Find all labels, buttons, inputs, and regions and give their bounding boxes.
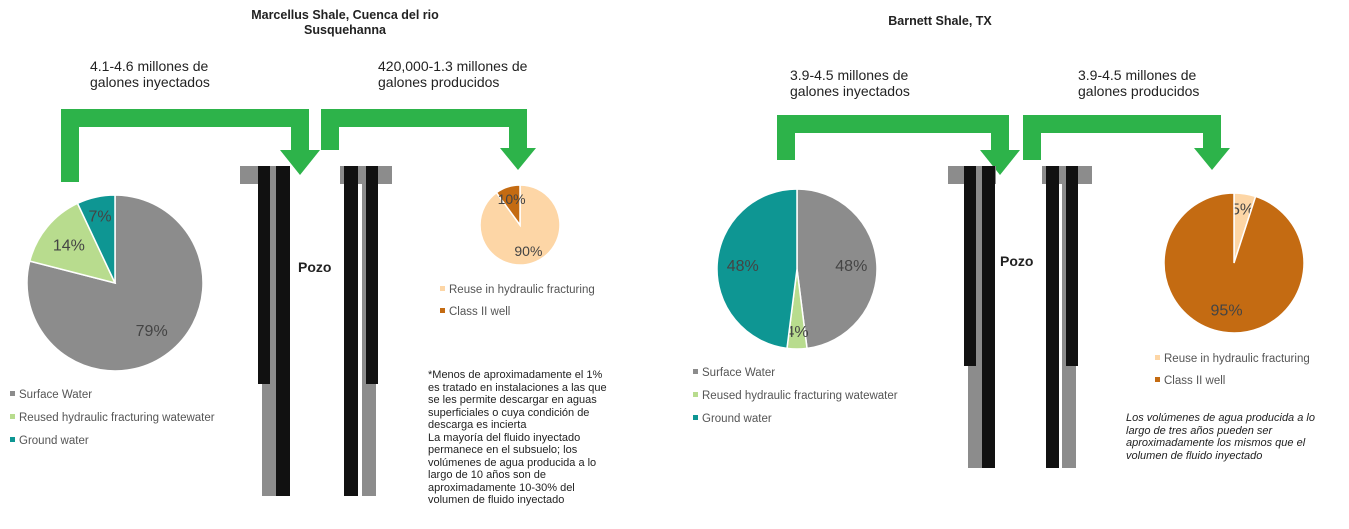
legend-label: Surface Water [702, 367, 775, 379]
label-line: 420,000-1.3 millones de [378, 58, 528, 74]
data-label: 79% [136, 323, 168, 340]
well-casing [964, 166, 976, 366]
data-label: 7% [88, 209, 111, 226]
legend-label: Reused hydraulic fracturing watewater [702, 390, 898, 402]
wells [240, 166, 1092, 496]
pie-slice [495, 184, 521, 228]
label-line: galones inyectados [790, 83, 910, 99]
well-casing [344, 166, 358, 496]
arrow-head [280, 150, 320, 175]
data-label: 48% [727, 258, 759, 275]
data-label: 10% [498, 191, 526, 207]
data-label: 95% [1211, 303, 1243, 320]
data-label: 14% [53, 237, 85, 254]
well-casing [1066, 166, 1078, 366]
pie-slice [716, 188, 798, 350]
pie-slice [796, 188, 878, 350]
panel-title: Barnett Shale, TX [870, 14, 1010, 29]
note-line: volumen de fluido inyectado [1126, 449, 1263, 462]
legend-swatch [10, 437, 15, 442]
data-label: 4% [785, 324, 808, 341]
legend-label: Reuse in hydraulic fracturing [1164, 353, 1310, 365]
note-line: permanece en el subsuelo; los [428, 444, 578, 456]
legend-swatch [10, 414, 15, 419]
legend-label: Reuse in hydraulic fracturing [449, 284, 595, 296]
note-line: se les permite descargar en aguas [428, 394, 597, 406]
well-label: Pozo [1000, 253, 1034, 269]
note-line: superficiales o cuya condición de [428, 406, 590, 419]
note: Los volúmenes de agua producida a lo larg… [1126, 412, 1315, 462]
note-line: volumen de fluido inyectado [428, 494, 565, 506]
arrow [1023, 115, 1221, 160]
arrow [777, 115, 1009, 160]
legend-label: Ground water [19, 435, 89, 447]
well-casing [366, 166, 378, 384]
note-line: volúmenes de agua producida a lo [428, 456, 597, 469]
title-line: Susquehanna [304, 23, 386, 37]
data-label: 48% [835, 258, 867, 275]
arrow-head [500, 148, 536, 170]
arrow [321, 109, 527, 150]
label-line: galones inyectados [90, 74, 210, 90]
arrow [61, 109, 309, 182]
data-label: 5% [1231, 202, 1254, 219]
legend-swatch [693, 369, 698, 374]
legend-label: Class II well [1164, 375, 1225, 387]
panel-title: Marcellus Shale, Cuenca del rio Susqueha… [215, 8, 475, 38]
arrows [61, 109, 1221, 182]
well-casing [258, 166, 270, 384]
note-line: largo de tres años pueden ser [1126, 424, 1273, 437]
legend-swatch [1155, 377, 1160, 382]
label-line: 4.1-4.6 millones de [90, 58, 209, 74]
note-line: aproximadamente los mismos que el [1126, 437, 1306, 449]
note-line: La mayoría del fluido inyectado [428, 431, 581, 444]
legend-swatch [440, 308, 445, 313]
legend-label: Surface Water [19, 389, 92, 401]
note-line: aproximadamente 10-30% del [428, 481, 575, 494]
note-line: descarga es incierta [428, 419, 527, 431]
arrow-head [1194, 148, 1230, 170]
pie-slice [1163, 192, 1305, 334]
arrow-head [980, 150, 1020, 175]
well-casing [276, 166, 290, 496]
arrow-heads [280, 148, 1230, 175]
note-line: *Menos de aproximadamente el 1% [428, 369, 603, 381]
note: *Menos de aproximadamente el 1% es tratad… [428, 369, 607, 507]
legend-label: Reused hydraulic fracturing watewater [19, 412, 215, 424]
note-line: es tratado en instalaciones a las que [428, 381, 607, 394]
pie-slice [26, 194, 204, 372]
title-line: Barnett Shale, TX [888, 14, 992, 28]
legend-swatch [693, 415, 698, 420]
label-line: 3.9-4.5 millones de [790, 67, 909, 83]
note-line: Los volúmenes de agua producida a lo [1126, 412, 1315, 424]
produced-label: 420,000-1.3 millones de galones producid… [378, 58, 527, 90]
data-label: 90% [514, 243, 542, 259]
legend-label: Ground water [702, 413, 772, 425]
well-label: Pozo [298, 259, 332, 275]
well-casing [1046, 166, 1059, 468]
well-casing [982, 166, 995, 468]
label-line: galones producidos [378, 74, 500, 90]
injected-label: 4.1-4.6 millones de galones inyectados [90, 58, 210, 90]
injected-label: 3.9-4.5 millones de galones inyectados [790, 67, 910, 99]
legend-label: Class II well [449, 306, 510, 318]
note-line: largo de 10 años son de [428, 469, 547, 481]
legend-swatch [440, 286, 445, 291]
legend-swatch [693, 392, 698, 397]
label-line: galones producidos [1078, 83, 1200, 99]
label-line: 3.9-4.5 millones de [1078, 67, 1197, 83]
legend-swatch [10, 391, 15, 396]
pie-slice [76, 194, 116, 284]
legend-swatch [1155, 355, 1160, 360]
title-line: Marcellus Shale, Cuenca del rio [251, 8, 439, 22]
produced-label: 3.9-4.5 millones de galones producidos [1078, 67, 1199, 99]
pie-slice [28, 202, 117, 285]
